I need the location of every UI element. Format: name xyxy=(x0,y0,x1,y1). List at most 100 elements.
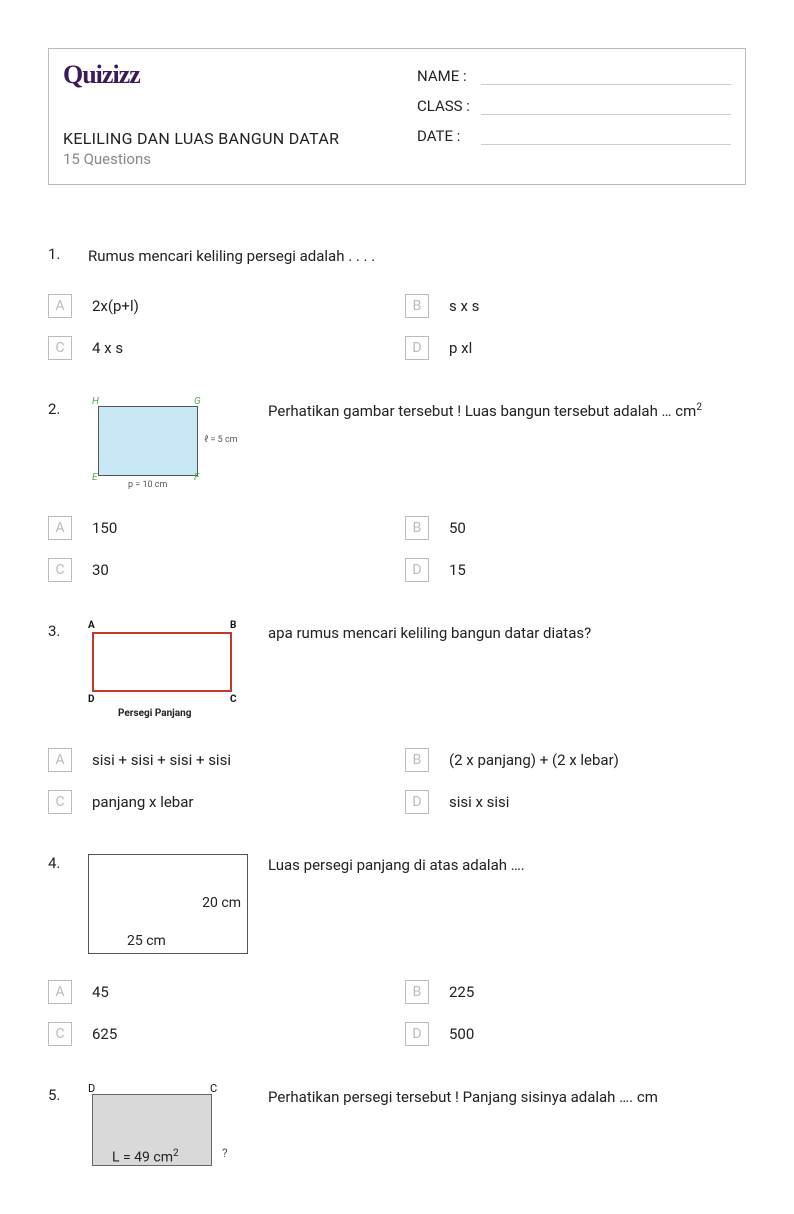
questions-list: 1. Rumus mencari keliling persegi adalah… xyxy=(48,245,746,1166)
quiz-title: KELILING DAN LUAS BANGUN DATAR xyxy=(63,129,339,148)
answer-a[interactable]: A 2x(p+l) xyxy=(48,294,389,318)
answer-letter: B xyxy=(405,980,429,1004)
header-fields: NAME : CLASS : DATE : xyxy=(417,61,731,145)
answer-text: 15 xyxy=(449,561,466,579)
answers-grid: A sisi + sisi + sisi + sisi B (2 x panja… xyxy=(48,748,746,814)
answer-letter: C xyxy=(48,1022,72,1046)
question-figure: A B C D Persegi Panjang xyxy=(88,622,248,722)
answer-letter: A xyxy=(48,980,72,1004)
answer-text: s x s xyxy=(449,297,479,315)
area-label-prefix: L = 49 cm xyxy=(112,1149,173,1165)
answer-letter: D xyxy=(405,336,429,360)
question-number: 5. xyxy=(48,1086,68,1104)
answer-text: 50 xyxy=(449,519,466,537)
answer-text: 30 xyxy=(92,561,109,579)
answer-text: 45 xyxy=(92,983,109,1001)
answer-c[interactable]: C 625 xyxy=(48,1022,389,1046)
question-number: 2. xyxy=(48,400,68,418)
corner-label-b: B xyxy=(230,620,236,631)
question-text: Perhatikan gambar tersebut ! Luas bangun… xyxy=(268,400,702,423)
answer-a[interactable]: A 150 xyxy=(48,516,389,540)
corner-label-c: C xyxy=(210,1082,217,1095)
answer-text: panjang x lebar xyxy=(92,793,193,811)
answer-text: p xl xyxy=(449,339,472,357)
field-label-date: DATE : xyxy=(417,127,475,145)
question-number: 4. xyxy=(48,854,68,872)
question-text-sup: 2 xyxy=(696,402,702,413)
area-label-sup: 2 xyxy=(173,1148,179,1159)
side-question-mark: ? xyxy=(222,1146,228,1160)
field-line-class[interactable] xyxy=(481,97,731,115)
field-line-name[interactable] xyxy=(481,67,731,85)
answer-letter: B xyxy=(405,294,429,318)
answer-letter: B xyxy=(405,748,429,772)
answers-grid: A 150 B 50 C 30 D 15 xyxy=(48,516,746,582)
question-number: 1. xyxy=(48,245,68,263)
quiz-question-count: 15 Questions xyxy=(63,150,339,168)
answer-letter: D xyxy=(405,558,429,582)
answer-letter: D xyxy=(405,1022,429,1046)
answer-c[interactable]: C 4 x s xyxy=(48,336,389,360)
answer-letter: A xyxy=(48,748,72,772)
corner-label-f: F xyxy=(194,472,199,483)
question-text-prefix: Perhatikan gambar tersebut ! Luas bangun… xyxy=(268,402,696,420)
answer-b[interactable]: B 225 xyxy=(405,980,746,1004)
question-text: apa rumus mencari keliling bangun datar … xyxy=(268,622,591,645)
question-5: 5. D C L = 49 cm2 ? Perhatikan persegi t… xyxy=(48,1086,746,1166)
answer-letter: A xyxy=(48,294,72,318)
answer-letter: D xyxy=(405,790,429,814)
answer-d[interactable]: D 500 xyxy=(405,1022,746,1046)
field-date: DATE : xyxy=(417,127,731,145)
worksheet-header: Quizizz KELILING DAN LUAS BANGUN DATAR 1… xyxy=(48,48,746,185)
side-bottom-label: 25 cm xyxy=(127,933,166,949)
field-name: NAME : xyxy=(417,67,731,85)
question-text: Perhatikan persegi tersebut ! Panjang si… xyxy=(268,1086,658,1109)
question-text: Luas persegi panjang di atas adalah …. xyxy=(268,854,525,877)
question-1: 1. Rumus mencari keliling persegi adalah… xyxy=(48,245,746,360)
answer-a[interactable]: A 45 xyxy=(48,980,389,1004)
question-figure: H G E F ℓ = 5 cm p = 10 cm xyxy=(88,400,248,490)
side-bottom-label: p = 10 cm xyxy=(128,480,167,490)
area-label: L = 49 cm2 xyxy=(112,1148,179,1166)
answer-d[interactable]: D p xl xyxy=(405,336,746,360)
answer-text: 150 xyxy=(92,519,117,537)
answer-letter: C xyxy=(48,336,72,360)
answer-c[interactable]: C 30 xyxy=(48,558,389,582)
field-label-class: CLASS : xyxy=(417,97,475,115)
question-figure: D C L = 49 cm2 ? xyxy=(88,1086,248,1166)
answer-b[interactable]: B 50 xyxy=(405,516,746,540)
answer-text: 225 xyxy=(449,983,474,1001)
question-text: Rumus mencari keliling persegi adalah . … xyxy=(88,245,375,268)
answer-c[interactable]: C panjang x lebar xyxy=(48,790,389,814)
question-figure: 20 cm 25 cm xyxy=(88,854,248,954)
answer-letter: C xyxy=(48,558,72,582)
corner-label-c: C xyxy=(230,694,237,705)
corner-label-a: A xyxy=(88,620,95,631)
answer-letter: C xyxy=(48,790,72,814)
corner-label-g: G xyxy=(194,396,201,407)
question-number: 3. xyxy=(48,622,68,640)
rectangle-shape xyxy=(92,632,232,692)
side-right-label: 20 cm xyxy=(202,895,241,911)
header-left: Quizizz KELILING DAN LUAS BANGUN DATAR 1… xyxy=(63,61,339,168)
answer-text: sisi x sisi xyxy=(449,793,509,811)
answer-letter: A xyxy=(48,516,72,540)
answer-d[interactable]: D 15 xyxy=(405,558,746,582)
answer-d[interactable]: D sisi x sisi xyxy=(405,790,746,814)
answer-b[interactable]: B s x s xyxy=(405,294,746,318)
question-3: 3. A B C D Persegi Panjang apa rumus men… xyxy=(48,622,746,814)
field-label-name: NAME : xyxy=(417,67,475,85)
answer-text: (2 x panjang) + (2 x lebar) xyxy=(449,751,619,769)
side-right-label: ℓ = 5 cm xyxy=(204,435,238,445)
answers-grid: A 2x(p+l) B s x s C 4 x s D p xl xyxy=(48,294,746,360)
answer-b[interactable]: B (2 x panjang) + (2 x lebar) xyxy=(405,748,746,772)
field-line-date[interactable] xyxy=(481,127,731,145)
answer-a[interactable]: A sisi + sisi + sisi + sisi xyxy=(48,748,389,772)
rectangle-shape xyxy=(98,406,198,476)
corner-label-d: D xyxy=(88,694,95,705)
figure-caption: Persegi Panjang xyxy=(118,708,191,719)
quizizz-logo: Quizizz xyxy=(63,61,339,91)
answer-text: 500 xyxy=(449,1025,474,1043)
answer-text: sisi + sisi + sisi + sisi xyxy=(92,751,231,769)
answers-grid: A 45 B 225 C 625 D 500 xyxy=(48,980,746,1046)
